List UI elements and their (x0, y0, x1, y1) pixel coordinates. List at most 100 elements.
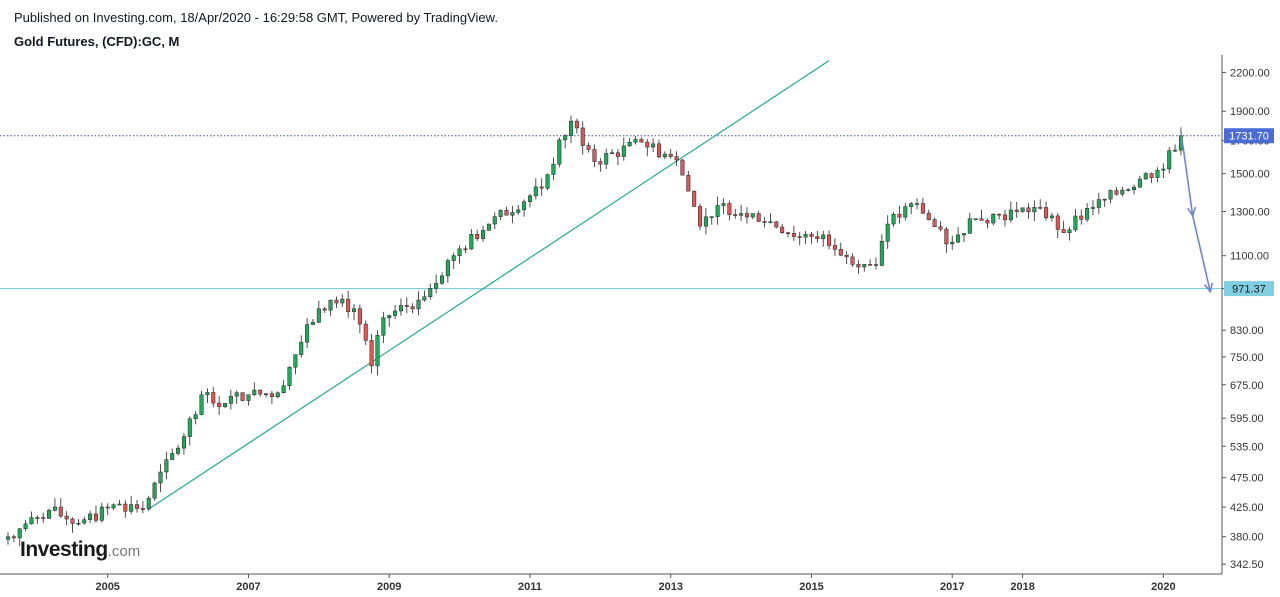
arrow-shaft (1191, 215, 1212, 292)
candle (615, 149, 620, 166)
candle (469, 229, 474, 250)
candle (727, 200, 732, 221)
candle (545, 173, 550, 191)
candle (1161, 163, 1166, 179)
candle (269, 390, 274, 405)
candle-body (363, 323, 368, 341)
candle (375, 330, 380, 376)
candle (557, 137, 562, 168)
candle (885, 215, 890, 249)
support-price-tag-bg (1224, 281, 1274, 297)
candle-body (545, 174, 550, 189)
candle-body (1073, 215, 1078, 231)
candle-body (486, 223, 491, 231)
candle (956, 227, 961, 244)
candle-body (1044, 207, 1049, 219)
candle-body (768, 221, 773, 224)
candle (240, 392, 245, 402)
candle (592, 144, 597, 167)
candle-body (950, 241, 955, 245)
candle (463, 245, 468, 253)
candle-body (715, 205, 720, 217)
candle (58, 498, 63, 518)
candle-body (668, 153, 673, 157)
candle-body (41, 517, 46, 519)
candle-body (510, 212, 515, 216)
candle-body (786, 232, 791, 235)
candle (1032, 200, 1037, 221)
candle-body (1114, 190, 1119, 195)
x-tick-label: 2015 (799, 581, 823, 593)
support-price-tag: 971.37 (1224, 281, 1274, 297)
candle-body (129, 504, 134, 512)
candle (486, 223, 491, 231)
price-tags: 1731.70 971.37 (1224, 128, 1274, 297)
candle (821, 230, 826, 247)
candle (645, 138, 650, 157)
candle (211, 387, 216, 408)
candle (305, 317, 310, 349)
candle (281, 379, 286, 394)
x-tick-label: 2007 (236, 581, 260, 593)
candle (920, 197, 925, 215)
candle-body (1102, 198, 1107, 201)
candle-body (926, 212, 931, 220)
y-tick-label: 1900.00 (1230, 106, 1270, 118)
candle-body (522, 201, 527, 211)
candle-body (17, 528, 22, 539)
candle-body (944, 228, 949, 245)
candle-body (979, 218, 984, 221)
candle (656, 139, 661, 159)
candle (868, 259, 873, 266)
y-tick-label: 2200.00 (1230, 67, 1270, 79)
candle-body (117, 503, 122, 506)
candle-body (1126, 189, 1131, 192)
x-tick-label: 2013 (658, 581, 682, 593)
y-tick-label: 595.00 (1230, 413, 1264, 425)
candle-body (703, 216, 708, 227)
candle-body (733, 214, 738, 216)
candle (82, 516, 87, 525)
candle-body (463, 248, 468, 251)
candle (973, 218, 978, 221)
candle-body (176, 447, 181, 454)
candle (709, 216, 714, 225)
candle-body (956, 234, 961, 243)
candle (135, 500, 140, 513)
candle (586, 142, 591, 153)
candle-body (827, 234, 832, 246)
candle (768, 213, 773, 224)
candle (680, 159, 685, 176)
x-tick-label: 2020 (1151, 581, 1175, 593)
candle (393, 305, 398, 320)
current-price-tag: 1731.70 (1224, 128, 1274, 144)
candle-body (610, 152, 615, 154)
candle (23, 520, 28, 532)
candle-body (310, 322, 315, 325)
candle (686, 170, 691, 192)
x-axis: 2005 2007 2009 2011 2013 2015 2017 2018 2020 (0, 573, 1222, 593)
candle (445, 258, 450, 283)
candle (967, 212, 972, 234)
candle-body (1085, 207, 1090, 220)
candle (1067, 227, 1072, 241)
candle (93, 505, 98, 523)
candle (1155, 167, 1160, 183)
candle (1079, 209, 1084, 225)
candle-body (170, 453, 175, 460)
current-price-tag-label: 1731.70 (1229, 131, 1269, 143)
candle-body (1067, 229, 1072, 233)
candle-body (334, 299, 339, 304)
candle-body (211, 392, 216, 404)
candle-body (1137, 178, 1142, 188)
candle (1008, 201, 1013, 223)
candle (850, 253, 855, 268)
candle-body (739, 213, 744, 216)
candle (551, 157, 556, 181)
candle-body (357, 308, 362, 325)
y-axis: 2200.001900.001700.001500.001300.001100.… (1221, 55, 1270, 574)
candle-body (633, 139, 638, 143)
candle (140, 500, 145, 514)
candle (76, 519, 81, 526)
